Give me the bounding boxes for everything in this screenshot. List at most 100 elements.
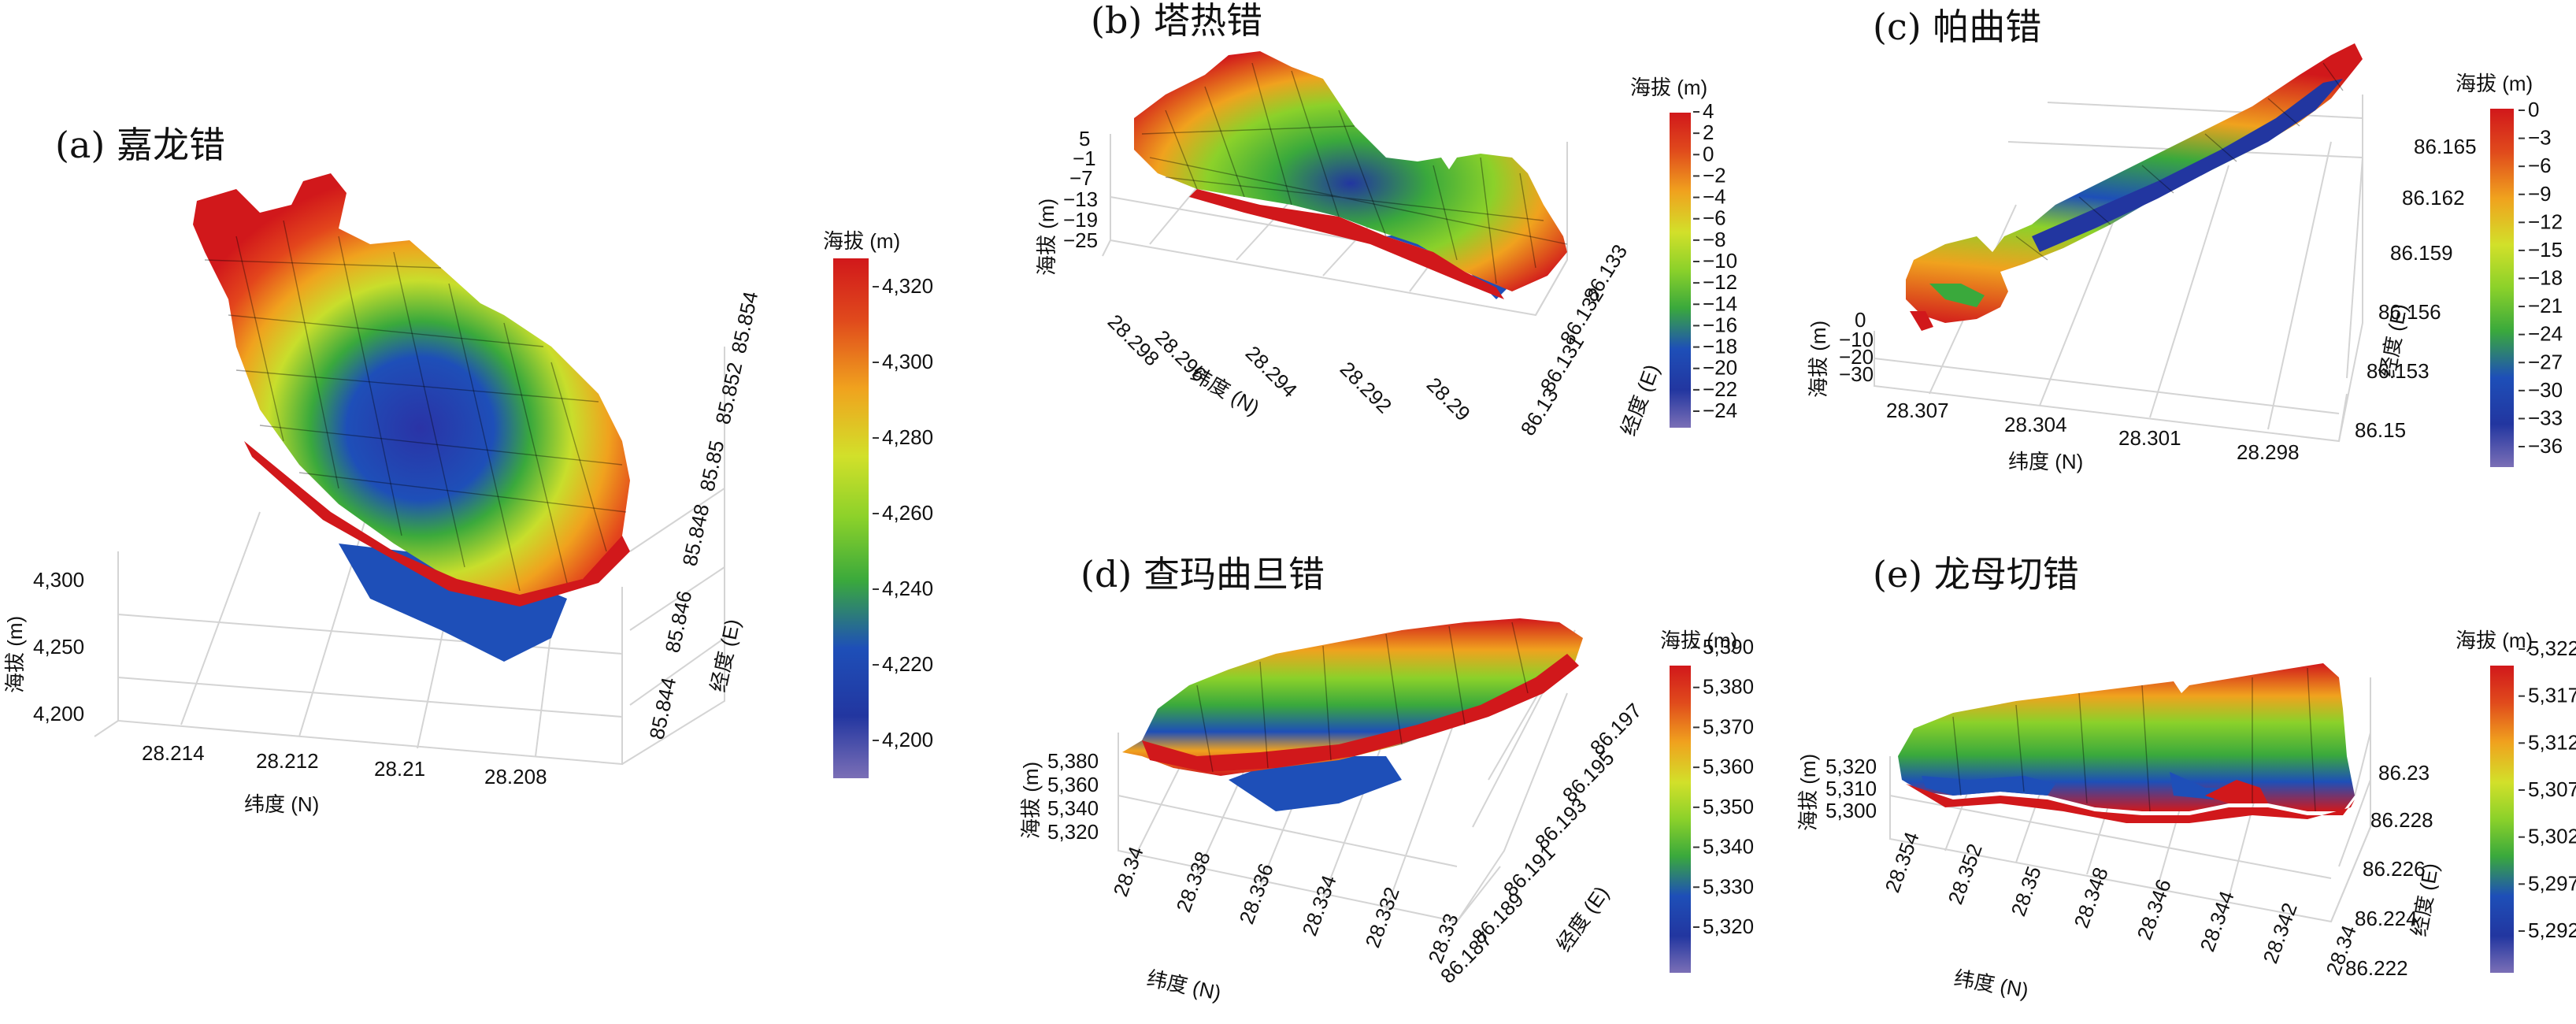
colorbar-tick-label: −15: [2528, 238, 2563, 262]
panel-b-colorbar-bar: [1670, 113, 1691, 428]
panel-c-lake: [1906, 43, 2363, 323]
panel-e-y-tick: 86.226: [2363, 857, 2426, 881]
colorbar-tick-label: 4,300: [882, 350, 933, 373]
panel-c-title: (c) 帕曲错: [1873, 6, 2041, 48]
panel-b-x-tick: 28.292: [1336, 357, 1396, 417]
panel-c-y-tick: 86.153: [2367, 359, 2430, 383]
panel-c-colorbar: 海拔 (m) 0 −3 −6 −9 −12 −15 −18 −21 −24 −27 −30 −33 −3…: [2456, 72, 2563, 467]
colorbar-tick-label: −24: [2528, 322, 2563, 346]
panel-b-z-axis: 5 −1 −7 −13 −19 −25 海拔 (m): [1035, 127, 1098, 276]
panel-e-z-tick: 5,310: [1825, 777, 1877, 800]
panel-e-y-tick: 86.23: [2378, 761, 2430, 785]
panel-b-y-label: 经度 (E): [1616, 362, 1663, 439]
panel-e-y-tick: 86.228: [2370, 808, 2433, 832]
panel-b-z-tick: −13: [1063, 187, 1098, 211]
panel-e-x-label: 纬度 (N): [1952, 966, 2030, 1002]
colorbar-tick-label: 5,330: [1703, 874, 1754, 898]
panel-c: (c) 帕曲错 0 −10 −20 −30 海拔 (m): [1807, 6, 2563, 473]
panel-e-z-axis: 5,320 5,310 5,300 海拔 (m): [1796, 754, 1877, 831]
panel-d-z-tick: 5,320: [1047, 820, 1099, 844]
colorbar-tick-label: 5,380: [1703, 675, 1754, 699]
colorbar-tick-label: 5,370: [1703, 714, 1754, 738]
panel-a-z-tick: 4,250: [33, 635, 84, 659]
panel-b-z-tick: −25: [1063, 228, 1098, 252]
panel-d-y-tick: 86.193: [1530, 793, 1591, 854]
colorbar-tick-label: 5,322: [2528, 636, 2576, 660]
panel-d-colorbar-bar: [1670, 666, 1691, 973]
panel-c-x-tick: 28.307: [1886, 399, 1949, 422]
panel-d-surface: [1122, 618, 1583, 811]
panel-a-y-tick: 85.846: [661, 588, 697, 655]
panel-d-x-label: 纬度 (N): [1145, 966, 1223, 1005]
panel-d-y-axis: 86.187 86.189 86.191 86.193 86.195 86.19…: [1436, 699, 1646, 988]
colorbar-tick-label: 4,220: [882, 652, 933, 676]
panel-e: (e) 龙母切错 5,320 5,310 5,300 海拔 (m): [1796, 553, 2576, 1002]
panel-b-z-tick: −1: [1073, 147, 1096, 170]
panel-a-y-tick: 85.85: [695, 438, 729, 493]
panel-c-y-tick: 86.156: [2378, 300, 2441, 324]
panel-d-x-tick: 28.334: [1297, 872, 1340, 939]
colorbar-tick-label: −4: [1703, 185, 1726, 209]
panel-d-x-tick: 28.34: [1108, 844, 1147, 900]
panel-d-y-tick: 86.197: [1585, 699, 1646, 759]
panel-b-colorbar-title: 海拔 (m): [1630, 76, 1707, 99]
panel-c-y-axis: 86.15 86.153 86.156 86.159 86.162 86.165…: [2355, 135, 2477, 442]
colorbar-tick-label: −30: [2528, 378, 2563, 402]
panel-c-z-tick: 0: [1855, 308, 1866, 332]
colorbar-tick-label: 4,280: [882, 425, 933, 449]
panel-a-x-tick: 28.208: [484, 765, 547, 788]
panel-b-z-label: 海拔 (m): [1035, 198, 1058, 276]
panel-d-x-tick: 28.336: [1234, 860, 1277, 927]
colorbar-tick-label: 5,302: [2528, 825, 2576, 848]
colorbar-tick-label: −16: [1703, 313, 1737, 336]
panel-a-colorbar-title: 海拔 (m): [823, 229, 900, 253]
panel-b-x-axis: 28.298 28.296 28.294 28.292 28.29 纬度 (N): [1103, 310, 1475, 425]
panel-a-colorbar-ticks: 4,320 4,300 4,280 4,260 4,240 4,220 4,200: [873, 274, 933, 751]
panel-c-z-tick: −20: [1839, 345, 1874, 369]
panel-c-x-axis: 28.307 28.304 28.301 28.298 纬度 (N): [1886, 399, 2300, 473]
colorbar-tick-label: −6: [2528, 154, 2552, 177]
panel-e-colorbar: 海拔 (m) 5,3225,3175,3125,3075,3025,2975,2…: [2456, 629, 2576, 973]
colorbar-tick-label: −22: [1703, 377, 1737, 401]
colorbar-tick-label: 5,317: [2528, 684, 2576, 707]
panel-d-z-axis: 5,380 5,360 5,340 5,320 海拔 (m): [1019, 749, 1099, 844]
panel-c-colorbar-ticks: 0 −3 −6 −9 −12 −15 −18 −21 −24 −27 −30 −33 −36: [2519, 98, 2563, 458]
panel-c-z-label: 海拔 (m): [1807, 321, 1830, 398]
colorbar-tick-label: 5,350: [1703, 795, 1754, 818]
panel-c-y-tick: 86.15: [2355, 418, 2406, 442]
panel-b-x-label: 纬度 (N): [1187, 362, 1264, 420]
panel-d-y-tick: 86.195: [1558, 746, 1618, 807]
panel-c-y-tick: 86.162: [2402, 186, 2465, 210]
colorbar-tick-label: 4,260: [882, 501, 933, 525]
colorbar-tick-label: 5,320: [1703, 915, 1754, 938]
panel-a-lake: [193, 173, 630, 599]
panel-d-lake: [1122, 618, 1583, 776]
panel-e-z-label: 海拔 (m): [1796, 754, 1820, 831]
panel-b-lake: [1134, 51, 1567, 291]
colorbar-tick-label: −12: [1703, 270, 1737, 294]
colorbar-tick-label: 5,312: [2528, 730, 2576, 754]
colorbar-tick-label: 4,320: [882, 274, 933, 298]
panel-c-z-tick: −10: [1839, 328, 1874, 351]
panel-a-colorbar-bar: [833, 258, 869, 778]
panel-c-colorbar-title: 海拔 (m): [2456, 72, 2533, 95]
panel-d-y-label: 经度 (E): [1551, 881, 1613, 955]
panel-e-z-tick: 5,320: [1825, 755, 1877, 778]
colorbar-tick-label: 5,340: [1703, 835, 1754, 859]
panel-a-y-axis: 85.844 85.846 85.848 85.85 85.852 85.854…: [645, 289, 763, 741]
colorbar-tick-label: −12: [2528, 210, 2563, 233]
colorbar-tick-label: 0: [2528, 98, 2539, 121]
colorbar-tick-label: −33: [2528, 406, 2563, 429]
colorbar-tick-label: −21: [2528, 294, 2563, 317]
panel-d-colorbar: 海拔 (m) 5,3905,3805,3705,3605,3505,3405,3…: [1660, 629, 1754, 973]
colorbar-tick-label: −24: [1703, 399, 1737, 422]
panel-a-x-tick: 28.214: [142, 741, 205, 765]
panel-d-title: (d) 查玛曲旦错: [1080, 553, 1325, 595]
colorbar-tick-label: −10: [1703, 249, 1737, 273]
panel-d-x-tick: 28.332: [1360, 884, 1403, 951]
panel-a-z-label: 海拔 (m): [3, 616, 27, 693]
panel-a-x-tick: 28.212: [256, 749, 319, 773]
colorbar-tick-label: −18: [2528, 266, 2563, 290]
colorbar-tick-label: 5,297: [2528, 871, 2576, 895]
